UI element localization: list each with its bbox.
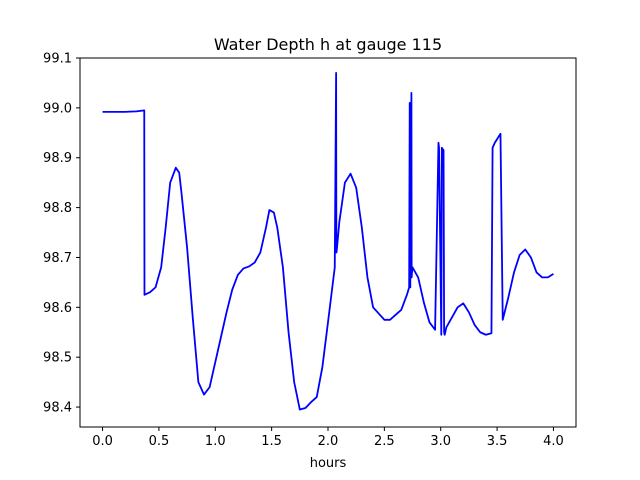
plot-area (102, 72, 554, 411)
x-axis-label: hours (310, 456, 347, 471)
y-tick-label: 98.6 (43, 301, 72, 316)
x-tick-label: 0.0 (92, 434, 113, 449)
y-tick-label: 99.0 (43, 101, 72, 116)
x-tick-label: 3.0 (430, 434, 451, 449)
x-tick-label: 0.5 (149, 434, 170, 449)
series-line (102, 72, 554, 411)
x-tick-label: 2.5 (374, 434, 395, 449)
y-tick-label: 98.4 (43, 401, 72, 416)
x-tick-label: 2.0 (318, 434, 339, 449)
chart-title: Water Depth h at gauge 115 (214, 35, 442, 54)
x-tick-label: 3.5 (487, 434, 508, 449)
x-axis: 0.0 0.5 1.0 1.5 2.0 2.5 3.0 3.5 4.0 (92, 427, 564, 449)
y-tick-label: 98.8 (43, 201, 72, 216)
x-tick-label: 1.5 (261, 434, 282, 449)
y-tick-label: 98.5 (43, 351, 72, 366)
x-tick-label: 4.0 (543, 434, 564, 449)
y-axis: 98.4 98.5 98.6 98.7 98.8 98.9 99.0 99.1 (43, 52, 80, 416)
x-tick-label: 1.0 (205, 434, 226, 449)
y-tick-label: 98.7 (43, 251, 72, 266)
y-tick-label: 99.1 (43, 52, 72, 67)
y-tick-label: 98.9 (43, 151, 72, 166)
